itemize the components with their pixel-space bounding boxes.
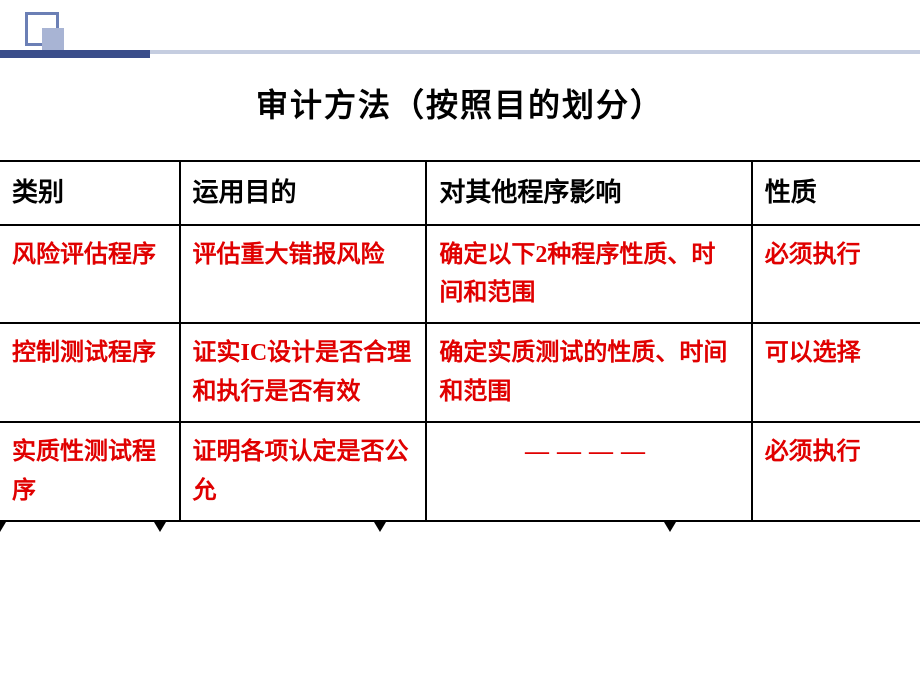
page-title: 审计方法（按照目的划分） [0, 80, 920, 126]
cell-purpose: 证明各项认定是否公允 [180, 422, 427, 521]
cell-category: 控制测试程序 [0, 323, 180, 422]
arrow-down-icon [154, 522, 166, 532]
header-purpose: 运用目的 [180, 161, 427, 225]
cell-impact: 确定以下2种程序性质、时间和范围 [426, 225, 751, 324]
audit-methods-table-container: 类别 运用目的 对其他程序影响 性质 风险评估程序 评估重大错报风险 确定以下2… [0, 160, 920, 522]
cell-impact: 确定实质测试的性质、时间和范围 [426, 323, 751, 422]
cell-purpose: 证实IC设计是否合理和执行是否有效 [180, 323, 427, 422]
arrow-down-icon [0, 522, 6, 532]
table-header-row: 类别 运用目的 对其他程序影响 性质 [0, 161, 920, 225]
header-impact: 对其他程序影响 [426, 161, 751, 225]
table-row: 风险评估程序 评估重大错报风险 确定以下2种程序性质、时间和范围 必须执行 [0, 225, 920, 324]
table-row: 控制测试程序 证实IC设计是否合理和执行是否有效 确定实质测试的性质、时间和范围… [0, 323, 920, 422]
cell-nature: 必须执行 [752, 225, 920, 324]
header-line-dark [0, 50, 150, 58]
square-filled-icon [42, 28, 64, 50]
header-nature: 性质 [752, 161, 920, 225]
cell-impact: ———— [426, 422, 751, 521]
cell-purpose: 评估重大错报风险 [180, 225, 427, 324]
audit-methods-table: 类别 运用目的 对其他程序影响 性质 风险评估程序 评估重大错报风险 确定以下2… [0, 160, 920, 522]
arrow-down-icon [374, 522, 386, 532]
cell-nature: 必须执行 [752, 422, 920, 521]
arrow-down-icon [664, 522, 676, 532]
table-row: 实质性测试程序 证明各项认定是否公允 ———— 必须执行 [0, 422, 920, 521]
cell-category: 风险评估程序 [0, 225, 180, 324]
header-category: 类别 [0, 161, 180, 225]
cell-category: 实质性测试程序 [0, 422, 180, 521]
cell-nature: 可以选择 [752, 323, 920, 422]
header-line-light [150, 50, 920, 54]
